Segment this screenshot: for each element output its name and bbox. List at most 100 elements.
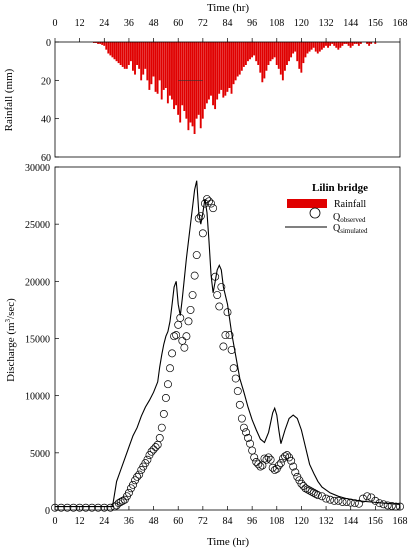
observed-point [217, 283, 226, 291]
observed-point [262, 455, 271, 464]
rainfall-bar [310, 42, 313, 50]
rainfall-bar [244, 42, 247, 65]
legend-simulated-subscript: simulated [340, 227, 368, 235]
rainfall-bar [247, 42, 249, 62]
discharge-y-tick-label: 0 [45, 506, 50, 517]
observed-point [168, 349, 177, 358]
rainfall-bar [207, 42, 210, 100]
observed-point [147, 447, 156, 456]
rainfall-bar [228, 42, 231, 88]
observed-discharge-points [51, 195, 404, 512]
observed-point [57, 503, 66, 512]
observed-point [233, 387, 242, 396]
rainfall-bar [366, 42, 369, 44]
rainfall-bar [171, 42, 173, 100]
observed-point [184, 317, 193, 326]
observed-point [268, 463, 277, 472]
rainfall-bar [351, 42, 354, 46]
rainfall-bar [166, 42, 169, 104]
observed-point [363, 492, 372, 501]
rainfall-bar [146, 42, 149, 81]
rainfall-bar [357, 42, 360, 46]
discharge-y-tick-labels: 0 5000 10000 15000 20000 25000 30000 [25, 163, 59, 517]
observed-point [133, 472, 142, 481]
observed-point [239, 423, 248, 432]
rainfall-bar [318, 42, 321, 52]
discharge-x-tick-label: 120 [294, 516, 309, 527]
rainfall-bar [298, 42, 301, 69]
observed-point [313, 491, 322, 500]
rainfall-bar [355, 42, 358, 44]
observed-point [270, 466, 279, 474]
observed-point [305, 486, 314, 495]
rainfall-x-tick-label: 60 [173, 18, 183, 29]
rainfall-bar [164, 42, 167, 88]
discharge-y-tick-label: 30000 [25, 163, 50, 174]
rainfall-x-tick-label: 24 [99, 18, 109, 29]
observed-point [250, 453, 259, 462]
rainfall-bar [269, 42, 272, 62]
rainfall-bar [220, 42, 223, 90]
rainfall-bar [142, 42, 145, 75]
rainfall-bar [125, 42, 128, 69]
rainfall-bar [138, 42, 141, 69]
rainfall-bar [294, 42, 297, 52]
observed-point [254, 460, 263, 469]
observed-point [153, 440, 162, 449]
observed-point [116, 498, 125, 506]
rainfall-x-tick-label: 0 [53, 18, 58, 29]
legend-simulated-base: Q [333, 223, 341, 234]
rainfall-bar [111, 42, 114, 58]
observed-point [180, 343, 189, 352]
observed-point [157, 423, 166, 432]
rainfall-bar [191, 42, 194, 127]
rainfall-bar [216, 42, 219, 100]
rainfall-bar [205, 42, 208, 104]
discharge-x-tick-label: 72 [198, 516, 208, 527]
observed-point [209, 204, 218, 213]
legend-rainfall-swatch [287, 199, 327, 208]
rainfall-bar [251, 42, 254, 58]
observed-point [190, 271, 199, 280]
rainfall-y-tick-label: 60 [41, 153, 51, 164]
observed-point [338, 498, 347, 506]
legend-observed-subscript: observed [340, 216, 366, 224]
rainfall-bar [140, 42, 143, 81]
rainfall-bar [160, 42, 163, 100]
observed-point [248, 446, 257, 455]
rainfall-bar [107, 42, 110, 54]
rainfall-bar [236, 42, 239, 77]
rainfall-y-tick-labels: 0 20 40 60 [41, 38, 59, 164]
rainfall-bar [242, 42, 245, 67]
rainfall-bar [275, 42, 278, 65]
observed-point [205, 197, 213, 206]
observed-point [223, 308, 232, 317]
observed-point [94, 503, 103, 512]
rainfall-bar [322, 42, 325, 48]
observed-point [143, 455, 152, 464]
rainfall-bar [99, 42, 102, 44]
observed-point [237, 414, 246, 423]
rainfall-bar [279, 42, 282, 75]
rainfall-bar [218, 42, 221, 94]
rainfall-x-tick-label: 96 [247, 18, 257, 29]
rainfall-bar [337, 42, 340, 50]
observed-point [229, 364, 238, 373]
rainfall-bar [240, 42, 243, 71]
observed-point [166, 364, 174, 373]
discharge-x-tick-label: 36 [124, 516, 134, 527]
legend-simulated-label: Qsimulated [333, 223, 368, 235]
discharge-panel: 0 5000 10000 15000 20000 25000 30000 0 12 24 36 48… [4, 163, 408, 548]
rainfall-bar [92, 42, 95, 43]
rainfall-bar [259, 42, 262, 73]
rainfall-bar [234, 42, 237, 81]
rainfall-x-tick-label: 12 [75, 18, 85, 29]
observed-point [196, 212, 205, 221]
discharge-y-axis-label-tail: /sec) [5, 298, 17, 319]
rainfall-bar [117, 42, 120, 64]
rainfall-plot-frame [54, 41, 401, 158]
observed-point [161, 394, 170, 402]
rainfall-bar [302, 42, 305, 64]
rainfall-bar [343, 42, 346, 44]
rainfall-bar [263, 42, 266, 79]
